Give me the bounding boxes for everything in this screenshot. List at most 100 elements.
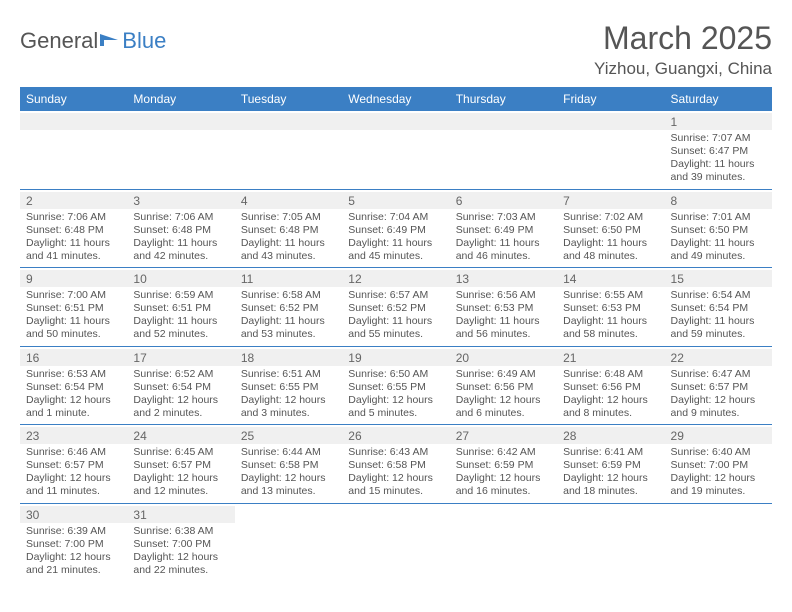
day-number: 19 — [342, 349, 449, 366]
empty-cell — [342, 503, 449, 581]
sunset-text: Sunset: 6:59 PM — [563, 459, 658, 472]
sunset-text: Sunset: 6:47 PM — [671, 145, 766, 158]
day-header: Saturday — [665, 87, 772, 111]
day-number: 8 — [665, 192, 772, 209]
day-cell: 20Sunrise: 6:49 AMSunset: 6:56 PMDayligh… — [450, 346, 557, 425]
day-cell: 23 Sunrise: 6:46 AMSunset: 6:57 PMDayligh… — [20, 425, 127, 504]
day-number: 27 — [450, 427, 557, 444]
day-cell: 31Sunrise: 6:38 AMSunset: 7:00 PMDayligh… — [127, 503, 234, 581]
sunrise-text: Sunrise: 6:56 AM — [456, 289, 551, 302]
sunrise-text: Sunrise: 7:06 AM — [26, 211, 121, 224]
day-number: 23 — [20, 427, 127, 444]
sunrise-text: Sunrise: 6:59 AM — [133, 289, 228, 302]
sunset-text: Sunset: 6:51 PM — [26, 302, 121, 315]
daylight-text: Daylight: 12 hours and 16 minutes. — [456, 472, 551, 498]
sunrise-text: Sunrise: 6:58 AM — [241, 289, 336, 302]
sunset-text: Sunset: 6:58 PM — [348, 459, 443, 472]
sunset-text: Sunset: 6:57 PM — [671, 381, 766, 394]
day-number: 9 — [20, 270, 127, 287]
day-number: 28 — [557, 427, 664, 444]
sunset-text: Sunset: 6:49 PM — [348, 224, 443, 237]
daylight-text: Daylight: 11 hours and 49 minutes. — [671, 237, 766, 263]
daylight-text: Daylight: 11 hours and 43 minutes. — [241, 237, 336, 263]
day-number: 31 — [127, 506, 234, 523]
day-number: 4 — [235, 192, 342, 209]
sunset-text: Sunset: 6:51 PM — [133, 302, 228, 315]
day-info: Sunrise: 7:03 AMSunset: 6:49 PMDaylight:… — [456, 211, 551, 264]
sunset-text: Sunset: 6:54 PM — [671, 302, 766, 315]
day-info: Sunrise: 6:41 AMSunset: 6:59 PMDaylight:… — [563, 446, 658, 499]
calendar-body: 1 Sunrise: 7:07 AMSunset: 6:47 PMDaylight… — [20, 111, 772, 581]
empty-cell — [557, 111, 664, 189]
day-info: Sunrise: 6:57 AMSunset: 6:52 PMDaylight:… — [348, 289, 443, 342]
day-info: Sunrise: 6:48 AMSunset: 6:56 PMDaylight:… — [563, 368, 658, 421]
day-cell: 25Sunrise: 6:44 AMSunset: 6:58 PMDayligh… — [235, 425, 342, 504]
day-info: Sunrise: 7:07 AMSunset: 6:47 PMDaylight:… — [671, 132, 766, 185]
empty-strip — [342, 113, 449, 130]
day-info: Sunrise: 6:59 AMSunset: 6:51 PMDaylight:… — [133, 289, 228, 342]
day-cell: 5Sunrise: 7:04 AMSunset: 6:49 PMDaylight… — [342, 189, 449, 268]
daylight-text: Daylight: 12 hours and 18 minutes. — [563, 472, 658, 498]
sunrise-text: Sunrise: 7:06 AM — [133, 211, 228, 224]
day-header: Tuesday — [235, 87, 342, 111]
sunset-text: Sunset: 6:58 PM — [241, 459, 336, 472]
day-cell: 7Sunrise: 7:02 AMSunset: 6:50 PMDaylight… — [557, 189, 664, 268]
empty-cell — [557, 503, 664, 581]
day-cell: 28 Sunrise: 6:41 AMSunset: 6:59 PMDayligh… — [557, 425, 664, 504]
daylight-text: Daylight: 12 hours and 8 minutes. — [563, 394, 658, 420]
day-info: Sunrise: 6:46 AMSunset: 6:57 PMDaylight:… — [26, 446, 121, 499]
empty-cell — [665, 503, 772, 581]
day-info: Sunrise: 6:56 AMSunset: 6:53 PMDaylight:… — [456, 289, 551, 342]
day-cell: 22Sunrise: 6:47 AMSunset: 6:57 PMDayligh… — [665, 346, 772, 425]
flag-icon — [100, 28, 120, 54]
sunset-text: Sunset: 6:56 PM — [456, 381, 551, 394]
day-info: Sunrise: 6:47 AMSunset: 6:57 PMDaylight:… — [671, 368, 766, 421]
day-number: 26 — [342, 427, 449, 444]
empty-cell — [450, 111, 557, 189]
daylight-text: Daylight: 12 hours and 15 minutes. — [348, 472, 443, 498]
sunset-text: Sunset: 6:50 PM — [671, 224, 766, 237]
sunset-text: Sunset: 6:59 PM — [456, 459, 551, 472]
logo-text-1: General — [20, 28, 98, 54]
day-info: Sunrise: 6:50 AMSunset: 6:55 PMDaylight:… — [348, 368, 443, 421]
day-info: Sunrise: 7:05 AMSunset: 6:48 PMDaylight:… — [241, 211, 336, 264]
sunset-text: Sunset: 7:00 PM — [26, 538, 121, 551]
sunset-text: Sunset: 7:00 PM — [133, 538, 228, 551]
sunrise-text: Sunrise: 7:00 AM — [26, 289, 121, 302]
empty-cell — [450, 503, 557, 581]
day-number: 20 — [450, 349, 557, 366]
day-info: Sunrise: 6:52 AMSunset: 6:54 PMDaylight:… — [133, 368, 228, 421]
sunset-text: Sunset: 6:48 PM — [133, 224, 228, 237]
sunrise-text: Sunrise: 6:43 AM — [348, 446, 443, 459]
calendar-table: SundayMondayTuesdayWednesdayThursdayFrid… — [20, 87, 772, 581]
day-header: Wednesday — [342, 87, 449, 111]
day-cell: 19 Sunrise: 6:50 AMSunset: 6:55 PMDayligh… — [342, 346, 449, 425]
day-number: 6 — [450, 192, 557, 209]
sunset-text: Sunset: 6:53 PM — [456, 302, 551, 315]
daylight-text: Daylight: 11 hours and 45 minutes. — [348, 237, 443, 263]
daylight-text: Daylight: 11 hours and 50 minutes. — [26, 315, 121, 341]
daylight-text: Daylight: 11 hours and 55 minutes. — [348, 315, 443, 341]
page-title: March 2025 — [594, 20, 772, 57]
day-info: Sunrise: 7:06 AMSunset: 6:48 PMDaylight:… — [26, 211, 121, 264]
daylight-text: Daylight: 12 hours and 21 minutes. — [26, 551, 121, 577]
daylight-text: Daylight: 12 hours and 12 minutes. — [133, 472, 228, 498]
logo: General Blue — [20, 20, 166, 54]
sunset-text: Sunset: 6:52 PM — [348, 302, 443, 315]
day-cell: 21Sunrise: 6:48 AMSunset: 6:56 PMDayligh… — [557, 346, 664, 425]
day-number: 18 — [235, 349, 342, 366]
day-info: Sunrise: 6:44 AMSunset: 6:58 PMDaylight:… — [241, 446, 336, 499]
day-number: 1 — [665, 113, 772, 130]
empty-cell — [235, 503, 342, 581]
sunrise-text: Sunrise: 7:04 AM — [348, 211, 443, 224]
daylight-text: Daylight: 11 hours and 53 minutes. — [241, 315, 336, 341]
day-cell: 15Sunrise: 6:54 AMSunset: 6:54 PMDayligh… — [665, 268, 772, 347]
location-label: Yizhou, Guangxi, China — [594, 59, 772, 79]
daylight-text: Daylight: 12 hours and 13 minutes. — [241, 472, 336, 498]
day-cell: 10Sunrise: 6:59 AMSunset: 6:51 PMDayligh… — [127, 268, 234, 347]
sunset-text: Sunset: 6:53 PM — [563, 302, 658, 315]
day-number: 24 — [127, 427, 234, 444]
day-number: 12 — [342, 270, 449, 287]
day-cell: 12 Sunrise: 6:57 AMSunset: 6:52 PMDayligh… — [342, 268, 449, 347]
sunrise-text: Sunrise: 6:46 AM — [26, 446, 121, 459]
